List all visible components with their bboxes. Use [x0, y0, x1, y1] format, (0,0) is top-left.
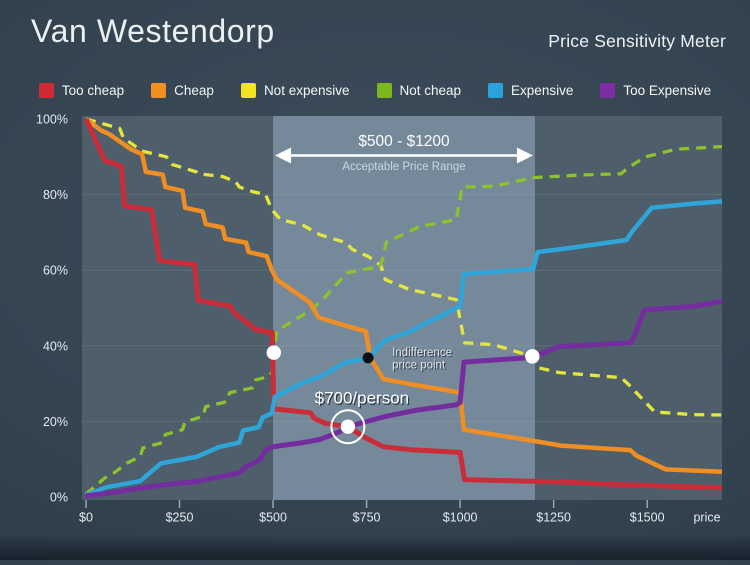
indifference-price-point-label-line2: price point [392, 359, 446, 371]
legend-item-expensive: Expensive [488, 83, 573, 98]
legend-swatch-too-expensive [600, 83, 616, 98]
x-axis-label: price [693, 511, 720, 525]
legend-swatch-cheap [151, 83, 167, 98]
legend-swatch-expensive [488, 83, 504, 98]
point-of-marginal-expensiveness-dot [525, 349, 540, 364]
legend-label: Not cheap [399, 83, 462, 98]
indifference-price-point-label-line1-shadow: Indifference [393, 348, 453, 360]
chart-subtitle: Price Sensitivity Meter [548, 31, 726, 51]
legend-label: Cheap [174, 83, 214, 98]
x-tick-label: $1250 [536, 511, 571, 525]
x-tick-label: $0 [79, 511, 93, 525]
range-sublabel: Acceptable Price Range [342, 161, 465, 173]
series-expensive [85, 199, 723, 498]
range-arrow-right-head [516, 147, 533, 164]
legend-swatch-too-cheap [38, 83, 54, 98]
optimal-price-point-label: $700/person [315, 389, 410, 408]
chart-legend: Too cheap Cheap Not expensive Not cheap Expe… [0, 83, 750, 98]
y-tick-label: 20% [43, 415, 68, 429]
legend-item-cheap: Cheap [151, 83, 214, 98]
y-tick-label: 60% [43, 264, 68, 278]
series-too-expensive [85, 298, 723, 499]
y-tick-label: 0% [50, 491, 68, 505]
x-tick-label: $750 [353, 511, 381, 525]
optimal-price-point-ring [330, 409, 366, 445]
legend-swatch-not-cheap [376, 83, 392, 98]
legend-item-too-cheap: Too cheap [38, 83, 125, 98]
legend-item-not-expensive: Not expensive [240, 83, 350, 98]
y-tick-label: 80% [43, 188, 68, 202]
x-tick-label: $1000 [443, 511, 478, 525]
series-cheap [84, 117, 723, 474]
point-of-marginal-cheapness-dot [266, 345, 282, 360]
y-tick-label: 40% [43, 339, 68, 353]
optimal-price-point-dot [340, 419, 356, 434]
indifference-price-point-dot [362, 352, 374, 364]
optimal-price-point-label-shadow: $700/person [316, 390, 411, 409]
page-title: Van Westendorp [31, 13, 275, 49]
legend-item-not-cheap: Not cheap [376, 83, 462, 98]
legend-label: Too Expensive [623, 83, 712, 98]
legend-swatch-not-expensive [240, 83, 256, 98]
legend-label: Too cheap [61, 83, 125, 98]
x-tick-label: $500 [259, 511, 287, 525]
indifference-price-point-label-line2-shadow: price point [393, 361, 447, 373]
indifference-price-point-label-line1: Indifference [392, 347, 452, 359]
range-label: $500 - $1200 [358, 133, 450, 150]
y-tick-label: 100% [36, 113, 68, 127]
legend-item-too-expensive: Too Expensive [600, 83, 711, 98]
range-arrow-left-head [275, 147, 292, 164]
x-tick-label: $250 [166, 511, 194, 525]
legend-label: Not expensive [263, 83, 350, 98]
legend-label: Expensive [511, 83, 574, 98]
series-not-expensive [85, 117, 723, 417]
x-tick-label: $1500 [630, 511, 665, 525]
